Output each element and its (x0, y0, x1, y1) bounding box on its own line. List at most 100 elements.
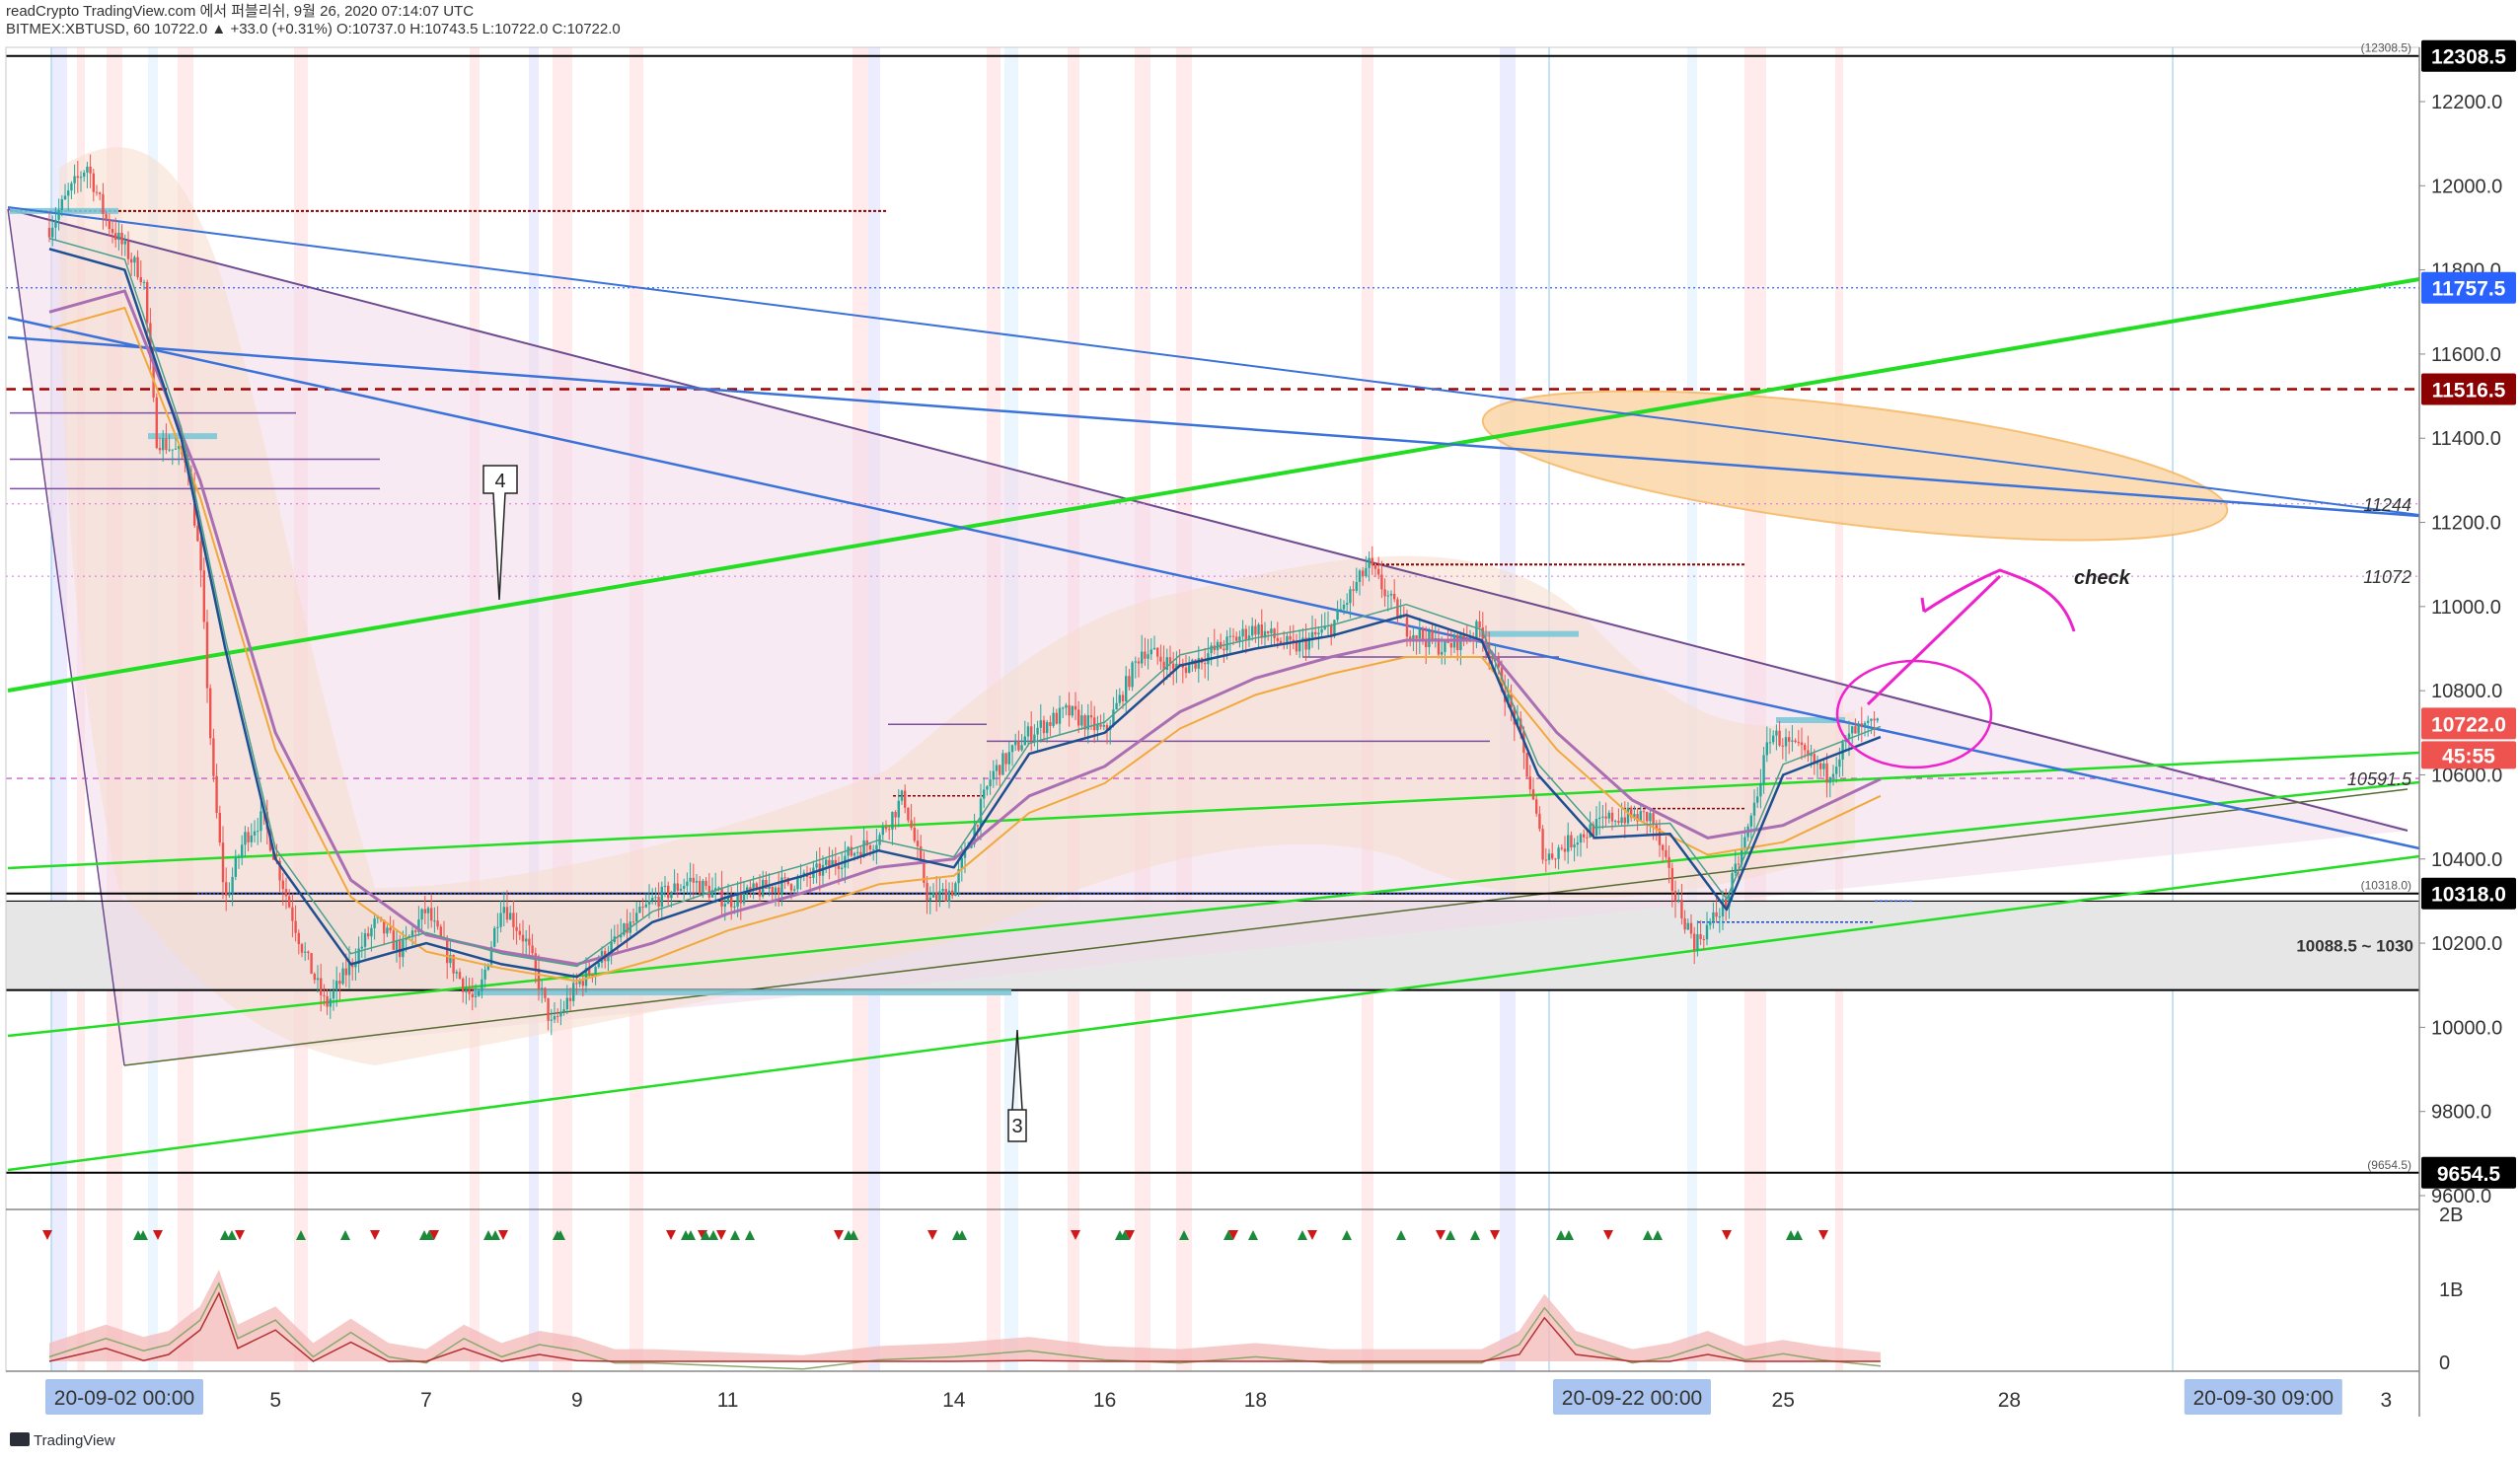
candle-body (323, 994, 326, 996)
candle-body (1759, 783, 1762, 797)
candle-body (83, 172, 86, 178)
candle-body (594, 967, 597, 975)
candle-body (654, 897, 657, 899)
candle-body (679, 888, 683, 891)
candle-body (941, 889, 944, 892)
candle-body (995, 765, 999, 771)
candle-body (954, 883, 957, 897)
candle-body (1152, 647, 1156, 650)
candle-body (774, 887, 778, 893)
candle-body (868, 845, 872, 850)
price-tick-label: 9600.0 (2431, 1186, 2491, 1207)
candle-body (1010, 745, 1014, 753)
candle-body (926, 882, 928, 901)
candle-body (1592, 824, 1594, 837)
candle-body (1752, 802, 1756, 816)
candle-body (1586, 837, 1589, 839)
candle-body (789, 884, 793, 891)
signal-marker (370, 1230, 380, 1240)
annotations[interactable]: 4 3 check (482, 465, 2131, 1142)
candle-body (947, 890, 951, 902)
candle-body (1563, 848, 1567, 852)
candle-body (1709, 920, 1712, 925)
candle-body (221, 842, 225, 883)
candle-body (155, 397, 158, 449)
candle-body (720, 887, 723, 907)
candle-body (1519, 718, 1522, 731)
candle-body (1557, 847, 1560, 859)
candle-body (1257, 624, 1260, 635)
candle-body (891, 812, 894, 830)
candle-body (478, 990, 481, 996)
candle-body (673, 883, 676, 893)
candle-body (518, 930, 521, 935)
candle-body (1639, 811, 1642, 822)
candle-body (1188, 664, 1191, 674)
candle-body (1412, 634, 1415, 639)
candle-body (1825, 763, 1828, 783)
candle-body (670, 892, 673, 899)
candle-body (215, 775, 218, 813)
candle-body (544, 987, 547, 998)
check-label: check (2074, 567, 2131, 589)
signal-marker (429, 1230, 439, 1240)
price-badges: 12308.5 11757.5 11516.5 10722.0 10318.0 9654.… (2421, 39, 2516, 1189)
candle-body (1286, 635, 1289, 645)
candle-body (1788, 737, 1791, 742)
candle-body (313, 974, 316, 981)
candle-body (872, 849, 875, 851)
candle-body (1838, 759, 1841, 767)
level-label: 11244 (2363, 495, 2411, 515)
candle-body (1389, 593, 1393, 596)
candle-body (1263, 630, 1267, 638)
signal-marker (730, 1230, 740, 1240)
candle-body (288, 896, 291, 908)
price-tick-label: 11200.0 (2431, 513, 2501, 535)
candle-body (1030, 726, 1033, 741)
candle-body (465, 989, 468, 992)
candle-body (689, 877, 692, 882)
signal-marker (1179, 1230, 1189, 1240)
candle-body (1418, 629, 1421, 639)
candle-body (541, 987, 544, 990)
candle-body (1102, 725, 1105, 727)
candle-body (1373, 564, 1377, 569)
candle-body (1276, 637, 1279, 641)
candle-body (635, 913, 638, 922)
signal-marker (490, 1230, 500, 1240)
time-axis[interactable]: 5 7 9 11 14 16 18 25 28 3 20-09-02 00:00 20-09-22 0… (45, 1379, 2392, 1415)
candle-body (389, 927, 392, 931)
trendline (7, 780, 2420, 1038)
candle-body (433, 920, 436, 922)
trendlines[interactable] (7, 206, 2420, 1172)
candle-body (1244, 628, 1247, 640)
candle-body (923, 858, 926, 883)
candle-body (1772, 735, 1775, 743)
candle-body (1181, 665, 1184, 668)
price-axis[interactable]: 9600.0 9800.0 10000.0 10200.0 10400.0 10600.0… (2347, 41, 2502, 1207)
candle-body (1026, 726, 1030, 737)
candle-body (139, 277, 142, 283)
candle-body (430, 908, 433, 921)
candle-body (420, 909, 423, 920)
candle-body (1658, 828, 1662, 845)
level-label: 11072 (2363, 567, 2411, 587)
candle-body (1743, 837, 1746, 849)
candle-body (1689, 922, 1693, 934)
candle-body (1020, 745, 1023, 751)
candle-body (146, 281, 149, 324)
trendline (7, 751, 2420, 870)
candle-body (1254, 625, 1257, 635)
candle-body (1125, 676, 1128, 701)
candle-body (1576, 842, 1579, 845)
candle-body (852, 852, 856, 856)
candle-body (931, 892, 935, 898)
signal-marker (556, 1230, 565, 1240)
candle-body (1797, 742, 1800, 744)
candle-body (54, 219, 57, 228)
candle-body (1358, 570, 1362, 582)
candle-body (796, 878, 799, 890)
candle-body (547, 997, 550, 1021)
